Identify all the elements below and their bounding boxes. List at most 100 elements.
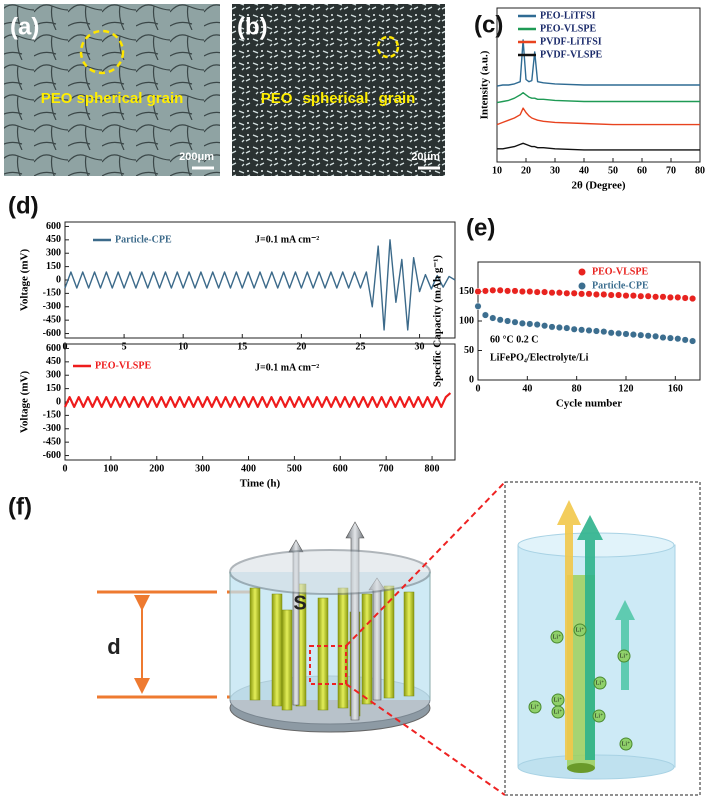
x-tick-label: 30 [415,341,425,352]
x-tick-label: 10 [178,341,188,352]
spacing-label: S [293,592,306,614]
x-axis-label: 2θ (Degree) [571,180,625,192]
ion [617,649,631,663]
data-point [511,287,519,295]
x-tick-label: 300 [195,463,210,474]
y-tick-label: 450 [46,356,61,367]
legend-label: Particle-CPE [592,280,649,291]
data-point [629,331,637,339]
y-tick-label: 300 [46,370,61,381]
x-tick-label: 500 [287,463,302,474]
data-point [555,289,563,297]
micrograph-b [232,4,445,176]
legend-label: PEO-LiTFSI [540,10,596,21]
data-point [570,289,578,297]
ion-label: Li⁺ [554,708,563,715]
data-point [659,333,667,342]
data-point [526,287,534,296]
ion-label: Li⁺ [620,652,629,659]
data-point [496,316,504,324]
data-point [504,287,512,295]
data-point [689,337,697,345]
data-point [518,287,526,296]
y-axis-label: Intensity (a.u.) [479,50,491,119]
panel-label: (a) [10,13,39,40]
data-point [570,325,578,333]
data-point [504,317,512,325]
data-point [615,329,623,337]
y-tick-label: 600 [46,343,61,354]
data-point [585,326,593,334]
x-tick-label: 100 [103,463,118,474]
data-line [497,142,700,151]
data-point [600,328,608,336]
ion-label: Li⁺ [595,712,604,719]
x-tick-label: 40 [579,165,589,176]
y-tick-label: -450 [43,314,61,325]
y-tick-label: 300 [46,248,61,259]
data-point [489,314,497,322]
data-point [489,286,497,294]
x-tick-label: 0 [63,463,68,474]
ion-label: Li⁺ [576,626,585,633]
y-tick-label: -150 [43,288,61,299]
y-tick-label: 150 [459,286,474,297]
x-tick-label: 200 [149,463,164,474]
data-point [578,290,586,298]
x-tick-label: 60 [637,165,647,176]
annotation: J=0.1 mA cm⁻² [255,362,319,373]
x-tick-label: 30 [550,165,560,176]
data-point [592,290,600,299]
legend-label: Particle-CPE [115,234,172,245]
x-axis-label: Time (h) [240,478,281,490]
data-point [637,331,645,339]
image-caption: PEO spherical grain [41,90,184,107]
data-point [578,326,586,334]
image-caption: PEO spherical grain [261,90,416,107]
y-tick-label: 600 [46,221,61,232]
data-point [496,286,504,294]
ion [619,737,633,751]
y-tick-label: 100 [459,315,474,326]
legend-marker [578,268,586,276]
y-tick-label: -600 [43,328,61,339]
annotation: J=0.1 mA cm⁻² [255,234,319,245]
y-tick-label: 50 [464,345,474,356]
data-line [496,107,700,126]
data-line [496,92,700,104]
legend-label: PEO-VLSPE [592,266,648,277]
panel-label: (d) [8,192,39,219]
y-tick-label: 0 [469,374,474,385]
y-tick-label: 150 [46,261,61,272]
ion [592,709,606,723]
data-point [474,302,482,310]
data-point [563,324,571,332]
y-tick-label: -300 [43,423,61,434]
y-axis-label: Specific Capacity (mAh g⁻¹) [432,255,444,388]
data-point [555,323,563,332]
x-tick-label: 20 [521,165,531,176]
schematic [97,481,701,796]
x-tick-label: 80 [695,165,705,176]
y-axis-label: Voltage (mV) [19,371,31,434]
ion-label: Li⁺ [553,633,562,640]
data-point [652,293,660,301]
x-tick-label: 120 [619,383,634,394]
data-point [607,291,615,299]
data-point [481,311,489,319]
x-tick-label: 400 [241,463,256,474]
x-tick-label: 20 [296,341,306,352]
data-point [659,293,667,301]
data-point [518,319,526,327]
data-point [481,287,489,295]
x-tick-label: 10 [492,165,502,176]
ion-label: Li⁺ [531,703,540,710]
x-tick-label: 40 [522,383,532,394]
data-point [615,291,623,299]
data-point [652,332,660,340]
scale-label: 200μm [179,151,214,163]
ion-label: Li⁺ [622,740,631,747]
x-tick-label: 5 [122,341,127,352]
data-point [666,334,674,342]
panel-label: (b) [237,13,268,40]
